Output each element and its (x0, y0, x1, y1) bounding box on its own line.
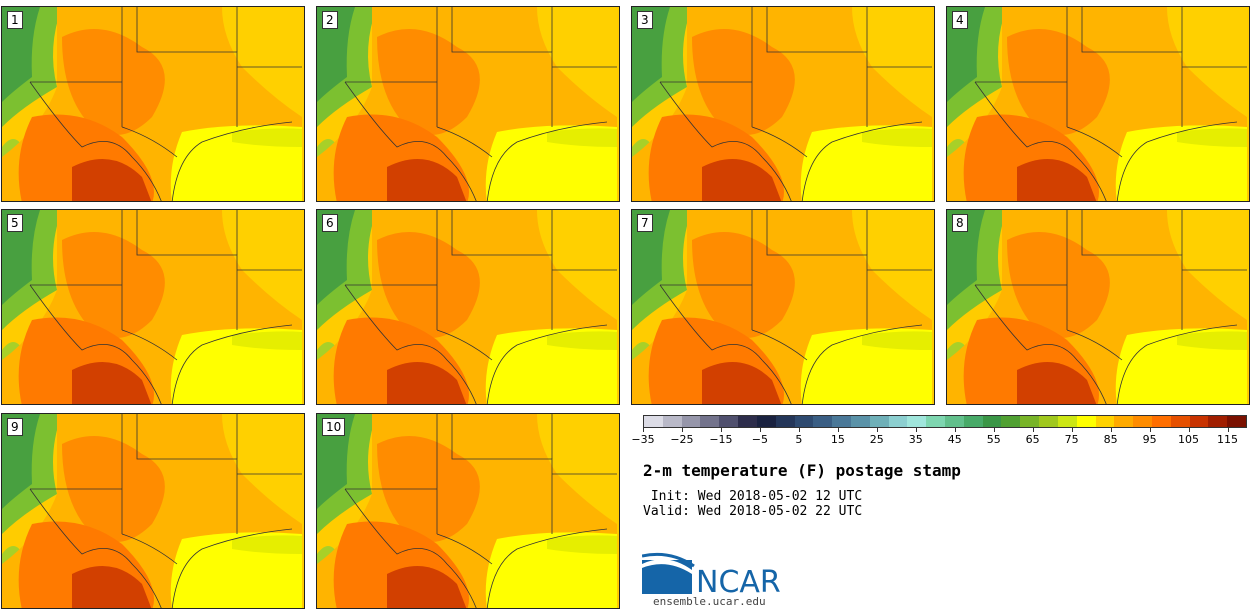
map-panel: 10 (316, 413, 620, 609)
colorbar-tick-mark (643, 428, 644, 432)
colorbar-swatch (662, 416, 682, 427)
colorbar-tick-label: 55 (986, 433, 1001, 446)
colorbar-tick-mark (798, 428, 800, 432)
colorbar-swatch (1189, 416, 1209, 427)
map-panel: 4 (946, 6, 1250, 202)
colorbar-tick-mark (915, 428, 917, 432)
colorbar-tick-mark (837, 428, 839, 432)
colorbar-tick-label: 45 (947, 433, 962, 446)
colorbar-swatch (1057, 416, 1077, 427)
map-panel: 2 (316, 6, 620, 202)
colorbar-tick-label: 15 (830, 433, 845, 446)
colorbar-swatch (700, 416, 720, 427)
colorbar-swatch (1208, 416, 1228, 427)
logo-text: NCAR (696, 565, 781, 596)
colorbar-swatch (926, 416, 945, 427)
colorbar-tick-mark (720, 428, 722, 432)
panel-number: 10 (322, 418, 346, 436)
map-panel: 1 (1, 6, 305, 202)
panel-number: 6 (322, 214, 338, 232)
colorbar-swatch (1170, 416, 1190, 427)
panel-number: 8 (952, 214, 968, 232)
colorbar-tick-mark (993, 428, 995, 432)
init-time: Init: Wed 2018-05-02 12 UTC (643, 489, 863, 504)
colorbar-swatch (644, 416, 663, 427)
map-panel: 5 (1, 209, 305, 405)
colorbar-tick-mark (876, 428, 878, 432)
ncar-logo: NCAR (641, 552, 792, 600)
colorbar-tick-mark (759, 428, 761, 432)
map-panel: 8 (946, 209, 1250, 405)
colorbar-tick-label: 105 (1178, 433, 1200, 446)
colorbar-swatch (681, 416, 701, 427)
colorbar-swatch (1095, 416, 1115, 427)
colorbar-swatch (1114, 416, 1134, 427)
colorbar (643, 415, 1247, 428)
colorbar-swatch (775, 416, 795, 427)
valid-time: Valid: Wed 2018-05-02 22 UTC (643, 504, 863, 519)
colorbar-swatch (756, 416, 776, 427)
colorbar-tick-label: 65 (1025, 433, 1040, 446)
website-url: ensemble.ucar.edu (653, 595, 766, 608)
colorbar-tick-mark (1149, 428, 1151, 432)
colorbar-swatch (945, 416, 964, 427)
panel-number: 3 (637, 11, 653, 29)
colorbar-tick-mark (1071, 428, 1073, 432)
colorbar-ticks: −35 −25 −15 −5 5 15 25 35 45 55 65 75 85 95 105 115 (631, 428, 1247, 447)
colorbar-tick-mark (1188, 428, 1190, 432)
colorbar-tick-label: −15 (709, 433, 733, 446)
map-panel: 9 (1, 413, 305, 609)
colorbar-swatch (738, 416, 757, 427)
colorbar-swatch (1133, 416, 1152, 427)
colorbar-tick-label: 115 (1217, 433, 1239, 446)
colorbar-swatch (1076, 416, 1096, 427)
colorbar-swatch (1020, 416, 1040, 427)
panel-number: 7 (637, 214, 653, 232)
colorbar-swatch (982, 416, 1002, 427)
colorbar-tick-label: 35 (908, 433, 923, 446)
colorbar-tick-mark (1227, 428, 1229, 432)
colorbar-swatch (963, 416, 983, 427)
panel-number: 9 (7, 418, 23, 436)
panel-number: 1 (7, 11, 23, 29)
colorbar-swatch (794, 416, 814, 427)
colorbar-swatch (1227, 416, 1246, 427)
colorbar-swatch (907, 416, 927, 427)
colorbar-tick-label: 85 (1103, 433, 1118, 446)
colorbar-tick-label: 95 (1142, 433, 1157, 446)
colorbar-tick-label: 75 (1064, 433, 1079, 446)
colorbar-swatch (832, 416, 851, 427)
panel-number: 2 (322, 11, 338, 29)
colorbar-swatch (1001, 416, 1021, 427)
colorbar-tick-label: 25 (869, 433, 884, 446)
panel-number: 4 (952, 11, 968, 29)
colorbar-tick-label: −5 (751, 433, 768, 446)
panel-number: 5 (7, 214, 23, 232)
colorbar-swatch (1039, 416, 1058, 427)
colorbar-swatch (869, 416, 889, 427)
map-panel: 6 (316, 209, 620, 405)
colorbar-tick-mark (1032, 428, 1034, 432)
colorbar-tick-mark (954, 428, 956, 432)
colorbar-swatch (888, 416, 908, 427)
colorbar-tick-label: −25 (670, 433, 694, 446)
map-panel: 3 (631, 6, 935, 202)
colorbar-swatch (813, 416, 833, 427)
plot-title: 2-m temperature (F) postage stamp (643, 461, 961, 480)
colorbar-tick-mark (1110, 428, 1112, 432)
colorbar-tick-mark (681, 428, 683, 432)
colorbar-swatch (850, 416, 870, 427)
colorbar-tick-label: 5 (795, 433, 803, 446)
colorbar-swatch (1151, 416, 1171, 427)
colorbar-swatch (719, 416, 739, 427)
map-panel: 7 (631, 209, 935, 405)
colorbar-tick-label: −35 (631, 433, 655, 446)
